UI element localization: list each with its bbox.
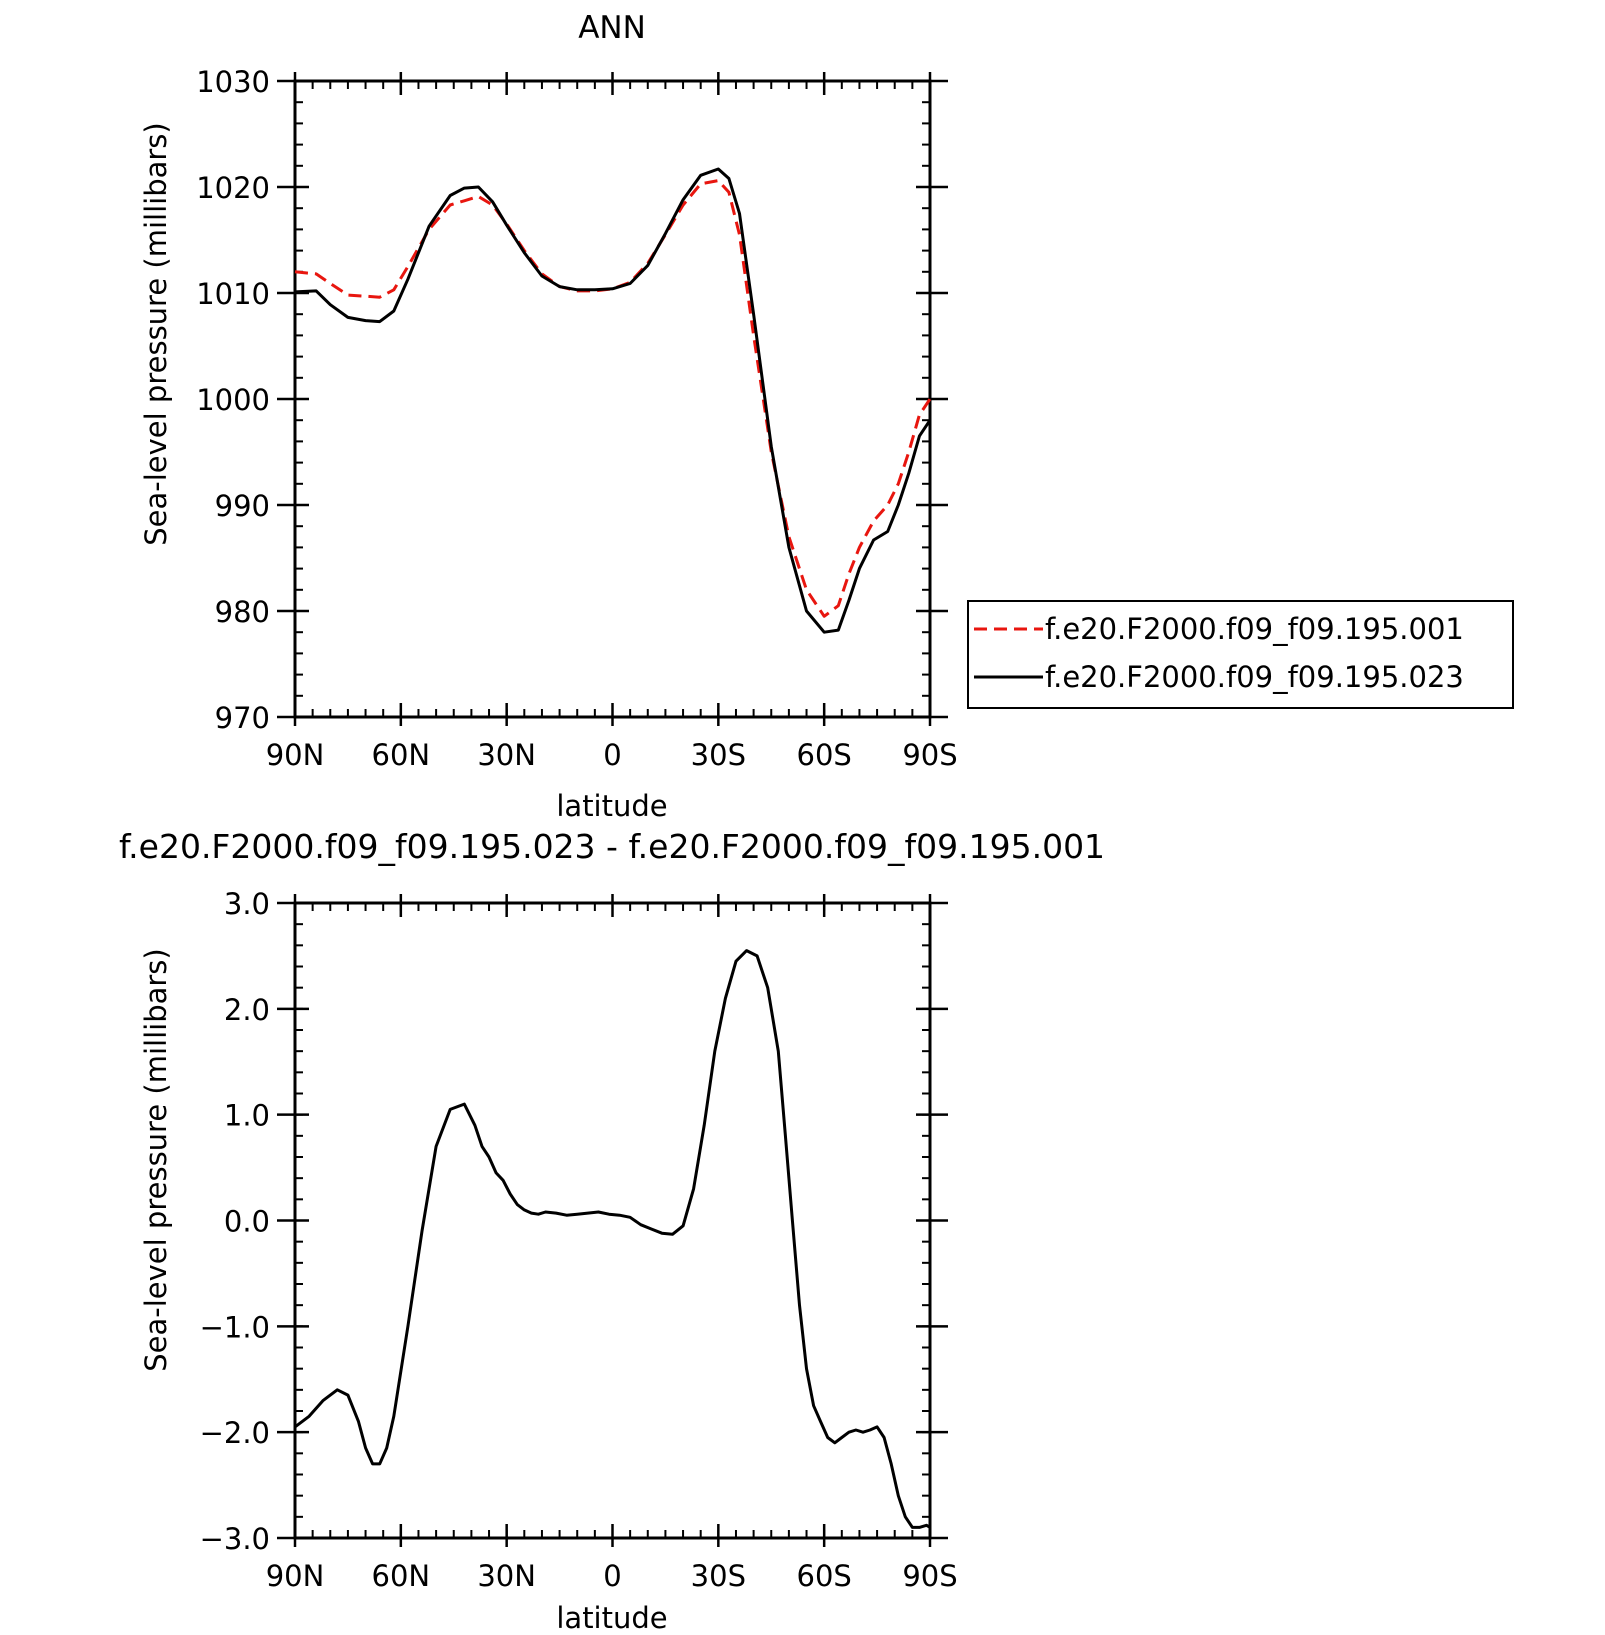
top-y-tick-label: 1000 bbox=[196, 383, 270, 417]
top-x-tick-label: 60N bbox=[372, 738, 431, 772]
bottom-chart: f.e20.F2000.f09_f09.195.023 - f.e20.F200… bbox=[119, 827, 1105, 1635]
bottom-chart-title: f.e20.F2000.f09_f09.195.023 - f.e20.F200… bbox=[119, 827, 1105, 866]
bottom-series-line-1 bbox=[294, 949, 931, 1529]
bottom-x-tick-label: 90S bbox=[902, 1559, 957, 1593]
bottom-x-tick-label: 90N bbox=[266, 1559, 325, 1593]
legend-box bbox=[967, 600, 1514, 709]
top-chart: ANN Sea-level pressure (millibars) latit… bbox=[139, 10, 958, 823]
bottom-y-tick-label: −1.0 bbox=[200, 1310, 270, 1344]
top-chart-title: ANN bbox=[578, 10, 646, 46]
bottom-y-tick-label: 0.0 bbox=[224, 1205, 270, 1239]
bottom-chart-xlabel: latitude bbox=[556, 1601, 667, 1635]
top-y-tick-label: 1010 bbox=[196, 277, 270, 311]
top-x-tick-label: 90S bbox=[902, 738, 957, 772]
top-x-tick-label: 30N bbox=[477, 738, 536, 772]
top-series-line-2 bbox=[294, 167, 932, 634]
top-x-tick-label: 90N bbox=[266, 738, 325, 772]
top-chart-ylabel: Sea-level pressure (millibars) bbox=[139, 122, 173, 545]
bottom-y-tick-label: −3.0 bbox=[200, 1522, 270, 1556]
bottom-y-tick-label: −2.0 bbox=[200, 1416, 270, 1450]
top-y-tick-label: 980 bbox=[215, 595, 270, 629]
top-chart-legend: f.e20.F2000.f09_f09.195.001 f.e20.F2000.… bbox=[967, 600, 1514, 709]
bottom-x-tick-label: 0 bbox=[603, 1559, 621, 1593]
bottom-x-tick-label: 30S bbox=[691, 1559, 746, 1593]
top-y-tick-label: 1030 bbox=[196, 65, 270, 99]
bottom-x-tick-label: 60S bbox=[797, 1559, 852, 1593]
top-plot-frame bbox=[293, 79, 932, 719]
top-x-tick-label: 0 bbox=[603, 738, 621, 772]
bottom-y-tick-label: 3.0 bbox=[224, 887, 270, 921]
bottom-y-tick-label: 1.0 bbox=[224, 1099, 270, 1133]
bottom-chart-ylabel: Sea-level pressure (millibars) bbox=[139, 948, 173, 1371]
top-x-tick-label: 30S bbox=[691, 738, 746, 772]
bottom-y-tick-label: 2.0 bbox=[224, 993, 270, 1027]
top-series-line-1 bbox=[294, 179, 932, 618]
bottom-x-tick-label: 30N bbox=[477, 1559, 536, 1593]
legend-label-series-1: f.e20.F2000.f09_f09.195.001 bbox=[1045, 612, 1464, 646]
top-y-tick-label: 1020 bbox=[196, 171, 270, 205]
top-x-tick-label: 60S bbox=[797, 738, 852, 772]
bottom-x-tick-label: 60N bbox=[372, 1559, 431, 1593]
top-chart-xlabel: latitude bbox=[556, 789, 667, 823]
top-y-tick-label: 990 bbox=[215, 489, 270, 523]
top-y-tick-label: 970 bbox=[215, 701, 270, 735]
legend-label-series-2: f.e20.F2000.f09_f09.195.023 bbox=[1045, 660, 1464, 694]
